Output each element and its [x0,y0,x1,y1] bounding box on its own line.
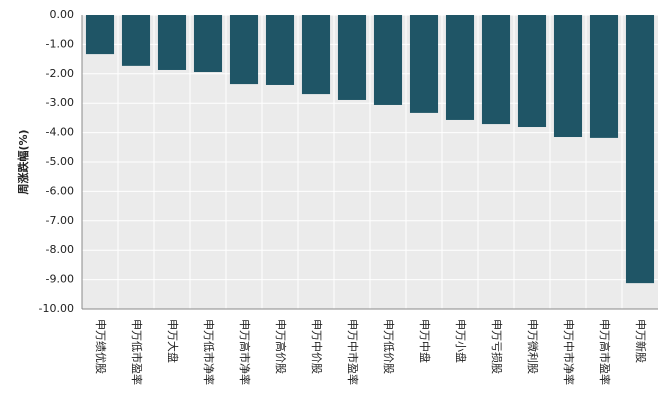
x-tick-label: 申万新股 [634,319,648,363]
x-tick-label: 申万中价股 [310,319,323,374]
y-tick-label: -9.00 [46,273,74,286]
x-tick-label: 申万低市盈率 [130,319,144,385]
bar [553,15,583,138]
bar [301,15,331,95]
x-tick-label: 申万低市净率 [202,319,216,385]
x-tick-label: 申万中市盈率 [346,319,360,385]
y-tick-label: -5.00 [46,155,74,168]
x-tick-label: 申万大盘 [166,319,180,363]
bar [157,15,187,70]
bar [121,15,151,66]
x-tick-label: 申万中市净率 [562,319,576,385]
x-tick-label: 申万绩优股 [94,319,107,374]
x-tick-label: 申万高价股 [274,319,288,374]
bar [625,15,655,284]
x-tick-label: 申万高市盈率 [598,319,612,385]
y-axis-label: 周涨跌幅(%) [16,129,30,194]
y-tick-label: -2.00 [46,67,74,80]
bar [337,15,367,100]
bar [373,15,403,105]
bar [193,15,223,73]
bar [481,15,511,125]
bar [265,15,295,85]
y-tick-label: -3.00 [46,96,74,109]
y-tick-label: -7.00 [46,214,74,227]
bar [409,15,439,113]
y-tick-label: -1.00 [46,37,74,50]
x-tick-label: 申万亏损股 [490,319,504,374]
bar [589,15,619,138]
bar [445,15,475,120]
y-tick-label: -4.00 [46,126,74,139]
x-tick-label: 申万低价股 [382,319,395,374]
y-tick-label: 0.00 [50,8,75,21]
x-tick-label: 申万小盘 [454,319,468,363]
x-tick-label: 申万高市净率 [238,319,252,385]
bar [229,15,259,85]
x-tick-label: 申万中盘 [418,319,432,363]
y-tick-label: -10.00 [39,302,74,315]
y-tick-label: -6.00 [46,184,74,197]
y-tick-label: -8.00 [46,243,74,256]
x-tick-label: 申万微利股 [526,319,540,374]
bar [517,15,547,128]
bar [85,15,115,55]
